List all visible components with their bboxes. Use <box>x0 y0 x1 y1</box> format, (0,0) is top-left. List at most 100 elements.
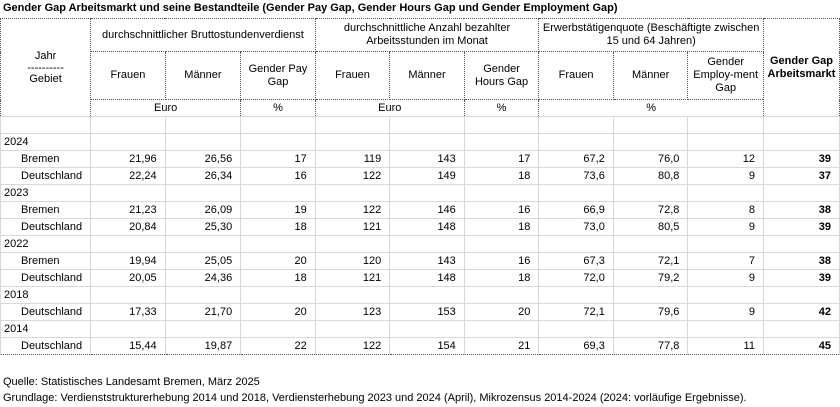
value-cell: 25,30 <box>164 218 242 236</box>
empty-cell <box>314 116 391 134</box>
empty-cell <box>762 320 840 338</box>
value-cell: 154 <box>389 337 465 355</box>
unit-percent: % <box>463 99 540 117</box>
value-cell: 66,9 <box>538 201 614 219</box>
header-group-employment: Erwerbstätigenquote (Beschäftigte zwisch… <box>538 18 764 52</box>
total-gap-value: 38 <box>762 252 840 270</box>
total-gap-value: 39 <box>762 218 840 236</box>
table-row: Deutschland 17,33 21,70 20 123 153 20 72,1 79,6 9… <box>0 303 840 321</box>
value-cell: 11 <box>687 337 764 355</box>
value-cell: 9 <box>687 167 764 185</box>
value-cell: 17 <box>240 150 316 168</box>
empty-cell <box>762 116 840 134</box>
table-row: Deutschland 15,44 19,87 22 122 154 21 69,3 77,8 1… <box>0 337 840 355</box>
empty-cell <box>687 133 764 151</box>
region-label: Deutschland <box>0 269 92 287</box>
empty-cell <box>612 133 689 151</box>
empty-cell <box>463 133 540 151</box>
header-separator: ---------- <box>27 61 64 74</box>
empty-cell <box>538 286 614 304</box>
header-maenner: Männer <box>164 51 242 100</box>
empty-cell <box>463 286 540 304</box>
total-gap-value: 37 <box>762 167 840 185</box>
value-cell: 26,09 <box>164 201 242 219</box>
value-cell: 12 <box>687 150 764 168</box>
empty-cell <box>0 116 92 134</box>
empty-cell <box>389 320 465 338</box>
unit-euro: Euro <box>314 99 465 117</box>
empty-cell <box>538 133 614 151</box>
gender-gap-table: Jahr ---------- Gebiet durchschnittliche… <box>0 18 840 355</box>
year-row: 2018 <box>0 286 840 304</box>
value-cell: 18 <box>463 218 540 236</box>
value-cell: 19,94 <box>90 252 166 270</box>
total-gap-value: 39 <box>762 269 840 287</box>
value-cell: 122 <box>314 337 391 355</box>
value-cell: 7 <box>687 252 764 270</box>
header-jahr-gebiet: Jahr ---------- Gebiet <box>0 18 92 117</box>
value-cell: 73,0 <box>538 218 614 236</box>
value-cell: 148 <box>389 269 465 287</box>
empty-cell <box>687 235 764 253</box>
value-cell: 153 <box>389 303 465 321</box>
region-label: Bremen <box>0 150 92 168</box>
value-cell: 80,8 <box>612 167 689 185</box>
unit-euro: Euro <box>90 99 242 117</box>
value-cell: 8 <box>687 201 764 219</box>
header-frauen: Frauen <box>90 51 166 100</box>
value-cell: 69,3 <box>538 337 614 355</box>
value-cell: 143 <box>389 150 465 168</box>
value-cell: 9 <box>687 218 764 236</box>
value-cell: 122 <box>314 167 391 185</box>
empty-cell <box>389 133 465 151</box>
table-row: Deutschland 22,24 26,34 16 122 149 18 73,6 80,8 9… <box>0 167 840 185</box>
spacer-row <box>0 116 840 134</box>
header-pay-gap: Gender Pay Gap <box>240 51 316 100</box>
empty-cell <box>762 133 840 151</box>
value-cell: 76,0 <box>612 150 689 168</box>
empty-cell <box>612 320 689 338</box>
year-label: 2024 <box>0 133 92 151</box>
value-cell: 79,2 <box>612 269 689 287</box>
value-cell: 79,6 <box>612 303 689 321</box>
value-cell: 22 <box>240 337 316 355</box>
empty-cell <box>164 133 242 151</box>
empty-cell <box>538 116 614 134</box>
total-gap-value: 39 <box>762 150 840 168</box>
source-note: Quelle: Statistisches Landesamt Bremen, … <box>3 376 260 388</box>
empty-cell <box>90 184 166 202</box>
value-cell: 17 <box>463 150 540 168</box>
value-cell: 121 <box>314 269 391 287</box>
empty-cell <box>90 286 166 304</box>
value-cell: 67,2 <box>538 150 614 168</box>
header-jahr: Jahr <box>34 49 57 62</box>
year-row: 2023 <box>0 184 840 202</box>
value-cell: 73,6 <box>538 167 614 185</box>
empty-cell <box>314 235 391 253</box>
value-cell: 143 <box>389 252 465 270</box>
empty-cell <box>164 320 242 338</box>
year-label: 2022 <box>0 235 92 253</box>
table-row: Bremen 21,23 26,09 19 122 146 16 66,9 72,8 8 38 <box>0 201 840 219</box>
empty-cell <box>612 286 689 304</box>
value-cell: 21,23 <box>90 201 166 219</box>
value-cell: 16 <box>463 252 540 270</box>
header-group-earnings: durchschnittlicher Bruttostundenverdiens… <box>90 18 316 52</box>
value-cell: 80,5 <box>612 218 689 236</box>
empty-cell <box>687 116 764 134</box>
value-cell: 122 <box>314 201 391 219</box>
empty-cell <box>463 320 540 338</box>
value-cell: 20 <box>240 303 316 321</box>
value-cell: 26,56 <box>164 150 242 168</box>
empty-cell <box>687 320 764 338</box>
header-maenner: Männer <box>612 51 689 100</box>
value-cell: 16 <box>240 167 316 185</box>
value-cell: 19,87 <box>164 337 242 355</box>
empty-cell <box>762 235 840 253</box>
empty-cell <box>463 184 540 202</box>
header-maenner: Männer <box>389 51 465 100</box>
table-title: Gender Gap Arbeitsmarkt und seine Bestan… <box>3 2 618 14</box>
empty-cell <box>240 116 316 134</box>
total-gap-value: 45 <box>762 337 840 355</box>
value-cell: 18 <box>240 269 316 287</box>
